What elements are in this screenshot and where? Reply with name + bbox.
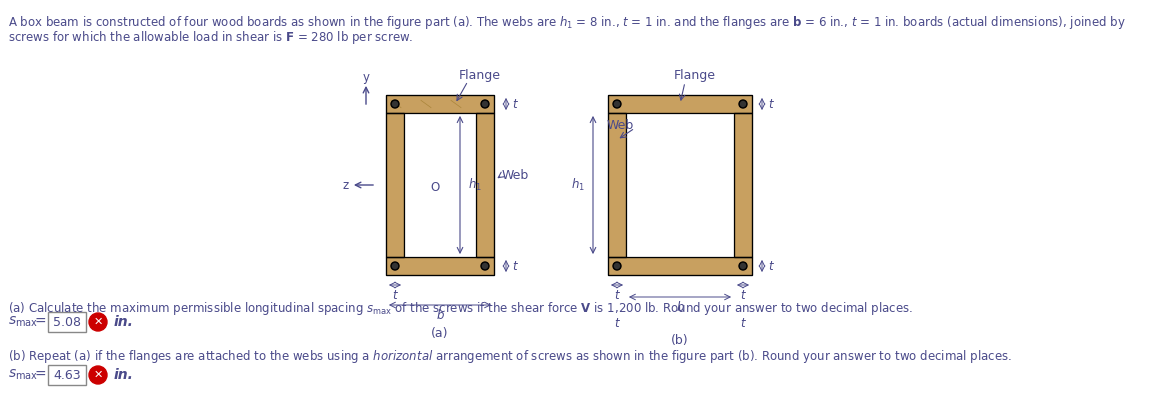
Bar xyxy=(48,365,86,385)
Bar xyxy=(734,113,752,257)
Text: $s_\mathrm{max}$: $s_\mathrm{max}$ xyxy=(8,315,38,329)
Bar xyxy=(734,113,752,257)
Bar xyxy=(386,95,494,113)
Bar xyxy=(386,257,494,275)
Text: in.: in. xyxy=(114,315,134,329)
Text: y: y xyxy=(363,70,370,83)
Text: Web: Web xyxy=(502,168,529,181)
Text: $t$: $t$ xyxy=(768,259,775,272)
Bar xyxy=(608,257,752,275)
Text: $t$: $t$ xyxy=(512,259,519,272)
Circle shape xyxy=(614,262,621,270)
Bar xyxy=(48,312,86,332)
Circle shape xyxy=(482,101,488,106)
Text: $t$: $t$ xyxy=(739,289,746,302)
Text: $t$: $t$ xyxy=(392,289,399,302)
Text: O: O xyxy=(430,181,439,194)
Text: $t$: $t$ xyxy=(614,289,621,302)
Bar xyxy=(608,113,626,257)
Text: screws for which the allowable load in shear is $\bf{F}$ = 280 lb per screw.: screws for which the allowable load in s… xyxy=(8,29,414,46)
Circle shape xyxy=(740,101,746,106)
Bar xyxy=(386,113,404,257)
Bar xyxy=(386,113,404,257)
Bar xyxy=(476,113,494,257)
Circle shape xyxy=(614,100,621,108)
Text: Flange: Flange xyxy=(459,68,501,82)
Text: $s_\mathrm{max}$: $s_\mathrm{max}$ xyxy=(8,368,38,382)
Circle shape xyxy=(89,366,107,384)
Circle shape xyxy=(482,264,488,269)
Text: (b) Repeat (a) if the flanges are attached to the webs using a $\it{horizontal}$: (b) Repeat (a) if the flanges are attach… xyxy=(8,348,1012,365)
Text: =: = xyxy=(35,368,46,382)
Text: ✕: ✕ xyxy=(93,370,102,380)
Circle shape xyxy=(481,100,489,108)
Text: 5.08: 5.08 xyxy=(53,316,81,328)
Text: (a) Calculate the maximum permissible longitudinal spacing $s_\mathrm{max}$ of t: (a) Calculate the maximum permissible lo… xyxy=(8,300,913,317)
Text: $t$: $t$ xyxy=(512,98,519,111)
Text: (a): (a) xyxy=(431,326,449,339)
Circle shape xyxy=(481,262,489,270)
Circle shape xyxy=(615,101,619,106)
Text: $h_1$: $h_1$ xyxy=(571,177,584,193)
Text: $t$: $t$ xyxy=(739,316,746,329)
Text: $t$: $t$ xyxy=(614,316,621,329)
Text: $b$: $b$ xyxy=(436,308,444,322)
Circle shape xyxy=(739,100,747,108)
Text: $h_1$: $h_1$ xyxy=(468,177,482,193)
Text: Flange: Flange xyxy=(674,68,716,82)
Circle shape xyxy=(89,313,107,331)
Circle shape xyxy=(390,262,399,270)
Bar xyxy=(404,113,476,257)
Text: 4.63: 4.63 xyxy=(53,368,81,382)
Text: $t$: $t$ xyxy=(768,98,775,111)
Circle shape xyxy=(740,264,746,269)
Text: A box beam is constructed of four wood boards as shown in the figure part (a). T: A box beam is constructed of four wood b… xyxy=(8,14,1126,31)
Bar xyxy=(476,113,494,257)
Text: z: z xyxy=(343,178,349,191)
Bar xyxy=(608,95,752,113)
Circle shape xyxy=(393,101,397,106)
Bar xyxy=(626,113,734,257)
Circle shape xyxy=(739,262,747,270)
Text: in.: in. xyxy=(114,368,134,382)
Text: (b): (b) xyxy=(672,334,689,347)
Text: Web: Web xyxy=(607,119,633,132)
Bar xyxy=(386,257,494,275)
Circle shape xyxy=(393,264,397,269)
Bar xyxy=(386,95,494,113)
Circle shape xyxy=(390,100,399,108)
Text: =: = xyxy=(35,315,46,329)
Text: $b$: $b$ xyxy=(675,300,684,314)
Bar xyxy=(608,113,626,257)
Circle shape xyxy=(615,264,619,269)
Bar xyxy=(608,257,752,275)
Text: ✕: ✕ xyxy=(93,317,102,327)
Bar xyxy=(608,95,752,113)
